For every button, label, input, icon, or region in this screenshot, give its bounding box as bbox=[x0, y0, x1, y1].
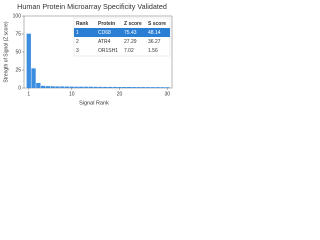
table-cell: 36.27 bbox=[148, 39, 161, 45]
bar bbox=[69, 86, 74, 88]
bar bbox=[122, 86, 127, 88]
y-tick-label: 50 bbox=[15, 49, 21, 55]
x-axis-label: Signal Rank bbox=[79, 100, 109, 106]
chart-title: Human Protein Microarray Specificity Val… bbox=[17, 2, 167, 11]
bar bbox=[88, 86, 93, 88]
bar bbox=[112, 86, 117, 88]
table-header: S score bbox=[148, 21, 166, 27]
bar bbox=[145, 87, 151, 88]
bar bbox=[117, 86, 122, 88]
bar bbox=[131, 87, 136, 88]
x-tick-label: 1 bbox=[27, 91, 30, 97]
table-header: Z score bbox=[124, 21, 142, 27]
table-cell: 3 bbox=[76, 48, 79, 54]
bar bbox=[98, 86, 103, 88]
table-cell: ATR4 bbox=[98, 39, 111, 45]
bar bbox=[60, 86, 65, 88]
bar bbox=[40, 85, 46, 88]
table-cell: 2 bbox=[76, 39, 79, 45]
bar bbox=[83, 86, 89, 88]
table-cell: CD68 bbox=[98, 30, 111, 36]
y-tick-label: 100 bbox=[13, 13, 22, 19]
bar bbox=[103, 86, 108, 88]
y-tick-label: 0 bbox=[18, 85, 21, 91]
x-tick-label: 30 bbox=[164, 91, 170, 97]
bar bbox=[45, 86, 51, 88]
chart: Human Protein Microarray Specificity Val… bbox=[3, 2, 173, 106]
table-cell: 1.56 bbox=[148, 48, 158, 54]
x-tick-label: 10 bbox=[69, 91, 75, 97]
bar bbox=[141, 87, 146, 88]
bar bbox=[136, 87, 141, 88]
bar bbox=[150, 87, 156, 88]
table-cell: OR1SH1 bbox=[98, 48, 118, 54]
bar bbox=[26, 33, 31, 88]
bar bbox=[155, 87, 160, 88]
table-header: Protein bbox=[98, 21, 115, 27]
bar bbox=[79, 86, 84, 88]
bar bbox=[31, 68, 36, 88]
x-tick-label: 20 bbox=[117, 91, 123, 97]
y-tick-label: 75 bbox=[15, 31, 21, 37]
bar bbox=[50, 86, 55, 88]
highlight-row bbox=[74, 28, 170, 37]
table-cell: 75.43 bbox=[124, 30, 137, 36]
bar bbox=[165, 87, 170, 88]
y-tick-label: 25 bbox=[15, 67, 21, 73]
table-cell: 1 bbox=[76, 30, 79, 36]
table-header: Rank bbox=[76, 21, 88, 27]
table-cell: 27.29 bbox=[124, 39, 137, 45]
table-cell: 7.02 bbox=[124, 48, 134, 54]
bar bbox=[126, 86, 132, 88]
bar bbox=[160, 87, 165, 88]
bar bbox=[64, 86, 70, 88]
y-axis-label: Strength of Signal (Z score) bbox=[3, 21, 9, 82]
table-cell: 48.14 bbox=[148, 30, 161, 36]
bar bbox=[107, 86, 113, 88]
bar bbox=[36, 82, 41, 88]
bar bbox=[93, 86, 98, 88]
bar bbox=[74, 86, 79, 88]
bar bbox=[55, 86, 60, 88]
